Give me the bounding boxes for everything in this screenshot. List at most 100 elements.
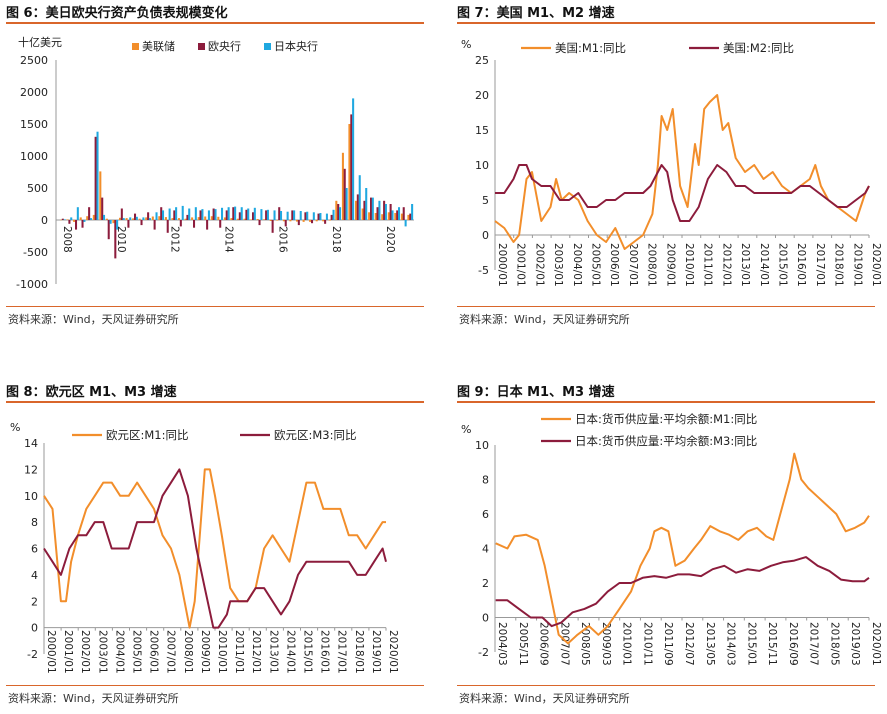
x-tick-label: 2014/03 [725, 622, 737, 666]
bar-1 [125, 218, 128, 220]
source-text: 资料来源：Wind，天风证券研究所 [8, 313, 179, 326]
y-tick-label: 0 [31, 622, 38, 635]
bar-3 [273, 210, 276, 220]
bar-3 [181, 205, 184, 220]
bar-1 [263, 219, 266, 220]
x-tick-label: 2013/01 [267, 630, 279, 674]
bar-2 [245, 209, 248, 220]
bar-1 [191, 217, 194, 220]
bar-1 [361, 208, 364, 220]
bar-2 [252, 212, 255, 220]
x-tick-label: 2012/01 [250, 630, 262, 674]
bar-3 [280, 211, 283, 220]
y-tick-label: 2000 [20, 86, 48, 99]
bar-1 [407, 214, 410, 220]
bar-1 [269, 220, 272, 221]
bar-3 [266, 209, 269, 220]
x-tick-label: 2010/01 [621, 622, 633, 666]
bar-3 [253, 207, 256, 220]
y-tick-label: -2 [27, 648, 38, 661]
y-tick-label: 0 [482, 612, 489, 625]
x-tick-label: 2003/01 [96, 630, 108, 674]
bar-3 [201, 209, 204, 220]
panel-fig7: 图 7：美国 M1、M2 增速 -5 0 5 10 15 20 25% 2000/01 2001… [451, 0, 881, 335]
bar-2 [311, 220, 314, 224]
bar-2 [107, 220, 110, 240]
legend-label: 日本:货币供应量:平均余额:M1:同比 [575, 412, 757, 426]
x-tick-label: 2014/01 [758, 243, 770, 287]
chart-title: 图 9：日本 M1、M3 增速 [457, 385, 615, 400]
bar-1 [223, 217, 226, 220]
x-tick-label: 2020/01 [870, 243, 881, 287]
x-tick-label: 2013/01 [739, 243, 751, 287]
bar-1 [138, 218, 141, 220]
source-text: 资料来源：Wind，天风证券研究所 [459, 313, 630, 326]
bar-2 [363, 200, 366, 220]
y-tick-label: 10 [475, 439, 489, 452]
bar-1 [158, 216, 161, 220]
bar-3 [319, 213, 322, 220]
bar-3 [365, 188, 368, 220]
source-rule [6, 306, 424, 307]
y-tick-label: -1000 [16, 278, 48, 291]
x-tick-label: 2006/01 [608, 243, 620, 287]
x-tick-label: 2001/01 [515, 243, 527, 287]
y-tick-label: 4 [482, 543, 489, 556]
y-unit-label: % [10, 421, 20, 434]
bar-3 [332, 209, 335, 220]
series-line-2 [495, 164, 870, 222]
bar-2 [396, 210, 399, 220]
bar-2 [199, 210, 202, 220]
bar-3 [188, 208, 191, 220]
x-tick-label: 2017/01 [336, 630, 348, 674]
bar-2 [160, 207, 163, 220]
bar-3 [306, 211, 309, 220]
bar-3 [175, 207, 178, 220]
bar-3 [148, 218, 151, 220]
legend-label: 美国:M2:同比 [723, 41, 794, 55]
bar-3 [293, 210, 296, 220]
x-tick-label: 2019/03 [849, 622, 861, 666]
x-tick-label: 2009/03 [600, 622, 612, 666]
bar-1 [132, 218, 135, 220]
bar-1 [387, 212, 390, 220]
x-tick-label: 2012/01 [720, 243, 732, 287]
bar-2 [383, 200, 386, 220]
x-tick-label: 2008/01 [182, 630, 194, 674]
bar-2 [376, 207, 379, 220]
legend-label: 欧元区:M3:同比 [274, 428, 357, 442]
bar-1 [99, 171, 102, 220]
y-tick-label: 8 [482, 474, 489, 487]
y-tick-label: 20 [475, 89, 489, 102]
legend-swatch [264, 43, 271, 50]
bar-3 [214, 209, 217, 220]
bar-3 [391, 210, 394, 220]
y-tick-label: 5 [482, 194, 489, 207]
bar-1 [243, 218, 246, 220]
x-tick-label: 2000/01 [45, 630, 57, 674]
x-tick-label: 2015/11 [766, 622, 778, 666]
y-tick-label: 1000 [20, 150, 48, 163]
legend-label: 美国:M1:同比 [555, 41, 626, 55]
y-tick-label: 10 [24, 490, 38, 503]
x-tick-label: 2010/11 [641, 622, 653, 666]
bar-3 [89, 218, 92, 220]
y-tick-label: 500 [27, 182, 48, 195]
y-tick-label: 2500 [20, 54, 48, 67]
bar-3 [247, 208, 250, 220]
bar-1 [178, 218, 181, 220]
x-tick-label: 2015/01 [777, 243, 789, 287]
bar-2 [232, 207, 235, 220]
bar-1 [256, 219, 259, 220]
bar-2 [75, 220, 78, 230]
x-tick-label: 2019/01 [370, 630, 382, 674]
bar-1 [197, 217, 200, 220]
x-tick-label: 2013/05 [704, 622, 716, 666]
panel-fig6: 图 6：美日欧央行资产负债表规模变化 -1000 -500 0 500 1000 1500… [0, 0, 430, 335]
bar-3 [325, 213, 328, 220]
bar-1 [151, 216, 154, 220]
bar-1 [217, 216, 220, 220]
bar-3 [109, 220, 112, 224]
bar-2 [297, 220, 300, 226]
bar-1 [112, 220, 115, 224]
